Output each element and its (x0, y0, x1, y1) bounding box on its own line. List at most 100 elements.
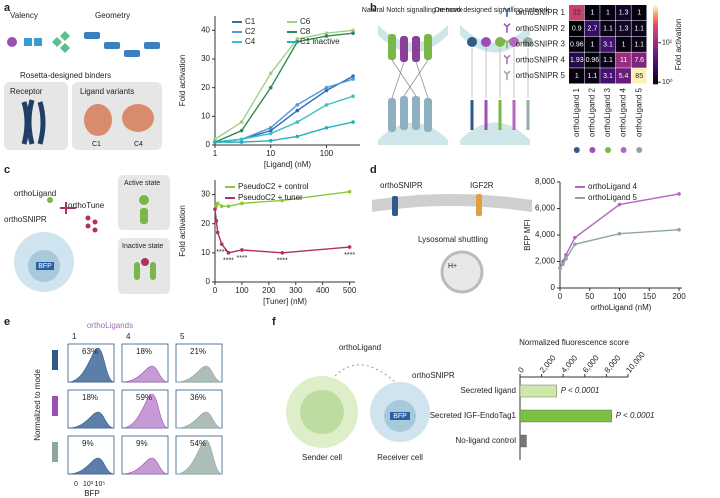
y-tick-label: 0 (206, 277, 211, 286)
point (324, 103, 329, 107)
x-tick-label: 300 (289, 286, 303, 295)
colorbar-label: Fold activation (674, 19, 683, 71)
point (558, 266, 562, 270)
x-tick-label: 200 (672, 292, 686, 301)
legend-label: orthoLigand 4 (588, 182, 637, 191)
histogram (67, 347, 115, 383)
annotation: P < 0.0001 (616, 411, 655, 420)
point (351, 74, 355, 78)
colorbar (653, 60, 658, 63)
point (351, 28, 355, 33)
point (324, 126, 329, 130)
colorbar (653, 32, 658, 35)
column-label: 1 (72, 332, 77, 341)
point (280, 251, 285, 255)
bar (519, 384, 557, 398)
cell (631, 68, 647, 84)
point (347, 189, 352, 194)
cell (569, 52, 585, 68)
column-label: orthoLigand 2 (588, 87, 597, 136)
column-label: orthoLigand 1 (572, 87, 581, 136)
box (118, 238, 170, 294)
row-icon (503, 70, 511, 81)
icon (21, 99, 46, 145)
cell-label: 1.3 (619, 26, 629, 33)
lysosome (440, 250, 484, 294)
colorbar (653, 5, 658, 8)
point (617, 231, 622, 236)
label: orthoSNIPR (380, 181, 423, 190)
colorbar (653, 78, 658, 81)
label: C1 (92, 141, 101, 148)
colorbar (653, 24, 658, 28)
label: BFP (38, 263, 52, 270)
icon (144, 42, 160, 49)
column-icon (620, 147, 627, 153)
column-icon (589, 147, 596, 153)
category-label: No-ligand control (456, 436, 517, 445)
legend-label: C1 inactive (300, 37, 340, 46)
link (471, 48, 529, 98)
y-axis-label: BFP MFI (523, 219, 532, 250)
label: Natural Notch signalling network (362, 7, 463, 14)
inhibit (60, 202, 76, 214)
receptor (476, 194, 482, 216)
point (324, 88, 329, 93)
colorbar (653, 62, 658, 65)
series-line (214, 209, 350, 254)
arrow (334, 364, 396, 383)
row-label: orthoSNIPR 5 (516, 71, 566, 80)
cell-label: 0.96 (586, 57, 600, 64)
axis-label: Normalized to mode (33, 369, 42, 441)
point (617, 202, 622, 207)
percent-label: 9% (136, 439, 148, 448)
histogram (121, 365, 169, 383)
point (564, 257, 568, 261)
colorbar (653, 58, 658, 61)
column-label: orthoLigand 3 (603, 87, 612, 136)
point (295, 103, 300, 107)
point (214, 204, 219, 209)
annotation: **** (223, 258, 234, 265)
colorbar (653, 16, 658, 20)
series-line (214, 29, 354, 140)
point (324, 85, 329, 90)
cell-label: 7.6 (634, 57, 644, 64)
icon (84, 32, 100, 39)
icon (104, 42, 120, 49)
y-tick-label: 8,000 (535, 177, 556, 186)
point (268, 131, 273, 136)
label: Inactive state (122, 243, 163, 250)
y-axis-label: Fold activation (178, 205, 187, 257)
percent-label: 9% (82, 439, 94, 448)
point (215, 230, 220, 235)
series-line (214, 32, 354, 143)
colorbar (653, 54, 658, 57)
cell (631, 52, 647, 68)
percent-label: 18% (136, 347, 152, 356)
colorbar-tick-label: 10¹ (662, 40, 673, 47)
label: IGF2R (470, 181, 494, 190)
row-icon (503, 23, 511, 33)
colorbar (653, 8, 658, 12)
label: orthoLigands (87, 321, 133, 330)
bar (519, 434, 527, 448)
percent-label: 21% (190, 347, 206, 356)
x-tick-label: 10⁵ (95, 481, 106, 488)
cell (631, 20, 647, 37)
point (280, 198, 285, 203)
histogram (175, 365, 223, 383)
label: Active state (124, 180, 160, 187)
cell (584, 52, 600, 68)
x-tick-label: 500 (343, 286, 357, 295)
cell (615, 20, 631, 37)
cell-label: 3.1 (603, 41, 613, 48)
legend-label: PseudoC2 + tuner (238, 193, 303, 202)
legend-label: C8 (300, 27, 311, 36)
panel-label: e (4, 316, 10, 328)
colorbar (653, 34, 658, 37)
legend-label: PseudoC2 + control (238, 182, 309, 191)
label: Receiver cell (377, 453, 423, 462)
x-tick-label: 100 (613, 292, 627, 301)
point (351, 120, 355, 124)
